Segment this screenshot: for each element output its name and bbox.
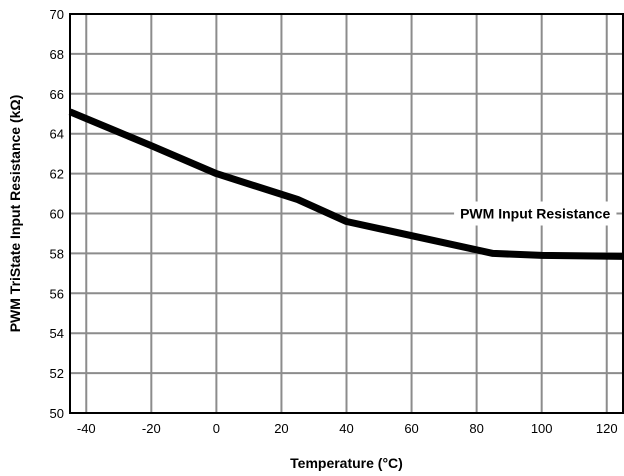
annotations: PWM Input Resistance (454, 201, 617, 226)
plot-frame (69, 13, 624, 414)
y-tick-label: 64 (50, 127, 64, 142)
series-line-0 (68, 108, 624, 260)
y-tick-label: 66 (50, 87, 64, 102)
y-tick-label: 52 (50, 366, 64, 381)
annotation-background (454, 201, 617, 226)
x-tick-label: -20 (142, 421, 161, 436)
y-tick-labels: 50 52 54 56 58 60 62 64 66 68 70 (50, 7, 64, 421)
x-axis-label: Temperature (°C) (290, 455, 403, 471)
x-tick-label: 40 (339, 421, 353, 436)
x-tick-label: -40 (77, 421, 96, 436)
y-tick-label: 60 (50, 207, 64, 222)
x-tick-label: 60 (404, 421, 418, 436)
series-lines (68, 108, 624, 260)
y-tick-label: 50 (50, 406, 64, 421)
y-axis-label: PWM TriState Input Resistance (kΩ) (7, 95, 23, 333)
y-tick-label: 68 (50, 47, 64, 62)
x-tick-label: 20 (274, 421, 288, 436)
x-tick-label: 80 (469, 421, 483, 436)
y-tick-label: 58 (50, 246, 64, 261)
y-tick-label: 54 (50, 326, 64, 341)
x-tick-label: 120 (596, 421, 618, 436)
y-tick-label: 70 (50, 7, 64, 22)
x-tick-label: 100 (531, 421, 553, 436)
y-tick-label: 56 (50, 286, 64, 301)
x-tick-labels: -40 -20 0 20 40 60 80 100 120 (77, 421, 618, 436)
series-annotation: PWM Input Resistance (460, 206, 610, 222)
x-tick-label: 0 (213, 421, 220, 436)
y-tick-label: 62 (50, 167, 64, 182)
